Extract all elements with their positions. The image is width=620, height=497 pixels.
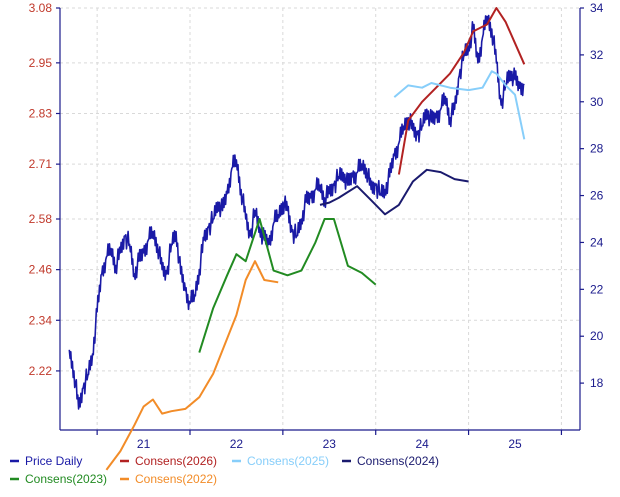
series-line-consens-2023	[198, 218, 377, 353]
series-line-consens-2026	[397, 7, 526, 175]
legend-label: Consens(2023)	[25, 472, 107, 486]
x-tick-label: 21	[137, 437, 151, 451]
axes: 3.08 2.95 2.83 2.71 2.58 2.46 2.34 2.22 34 32 30 28…	[29, 1, 604, 451]
y-right-tick-label: 32	[590, 48, 604, 62]
y-left-tick-label: 2.58	[29, 212, 53, 226]
y-left-tick-label: 2.83	[29, 107, 53, 121]
y-right-tick-label: 18	[590, 376, 604, 390]
legend-item: Consens(2024)	[342, 454, 439, 468]
legend-label: Consens(2026)	[135, 454, 217, 468]
legend-item: Consens(2025)	[232, 454, 329, 468]
x-tick-label: 23	[323, 437, 337, 451]
series-line-consens-2024	[319, 168, 469, 216]
x-tick-label: 25	[508, 437, 522, 451]
y-right-tick-label: 20	[590, 329, 604, 343]
gridlines	[60, 7, 580, 430]
x-tick-label: 22	[230, 437, 244, 451]
legend-item: Consens(2026)	[120, 454, 217, 468]
legend-label: Consens(2025)	[247, 454, 329, 468]
legend: Price Daily Consens(2026) Consens(2025) Con…	[10, 454, 439, 486]
legend-label: Price Daily	[25, 454, 82, 468]
y-left-tick-label: 2.22	[29, 364, 53, 378]
legend-label: Consens(2022)	[135, 472, 217, 486]
series-line-price-daily	[68, 14, 525, 410]
y-right-tick-label: 34	[590, 1, 604, 15]
legend-label: Consens(2024)	[357, 454, 439, 468]
legend-item: Price Daily	[10, 454, 82, 468]
x-tick-label: 24	[415, 437, 429, 451]
series-line-consens-2025	[393, 70, 526, 140]
y-right-tick-label: 26	[590, 189, 604, 203]
y-right-tick-label: 24	[590, 235, 604, 249]
legend-item: Consens(2022)	[120, 472, 217, 486]
y-right-tick-label: 28	[590, 142, 604, 156]
y-left-tick-label: 2.46	[29, 263, 53, 277]
legend-item: Consens(2023)	[10, 472, 107, 486]
y-right-tick-label: 22	[590, 282, 604, 296]
series-line-consens-2022	[105, 260, 279, 471]
y-left-tick-label: 2.95	[29, 56, 53, 70]
y-left-tick-label: 2.34	[29, 313, 53, 327]
y-right-tick-label: 30	[590, 95, 604, 109]
y-left-tick-label: 2.71	[29, 157, 53, 171]
y-left-tick-label: 3.08	[29, 1, 53, 15]
series-lines	[68, 7, 526, 471]
